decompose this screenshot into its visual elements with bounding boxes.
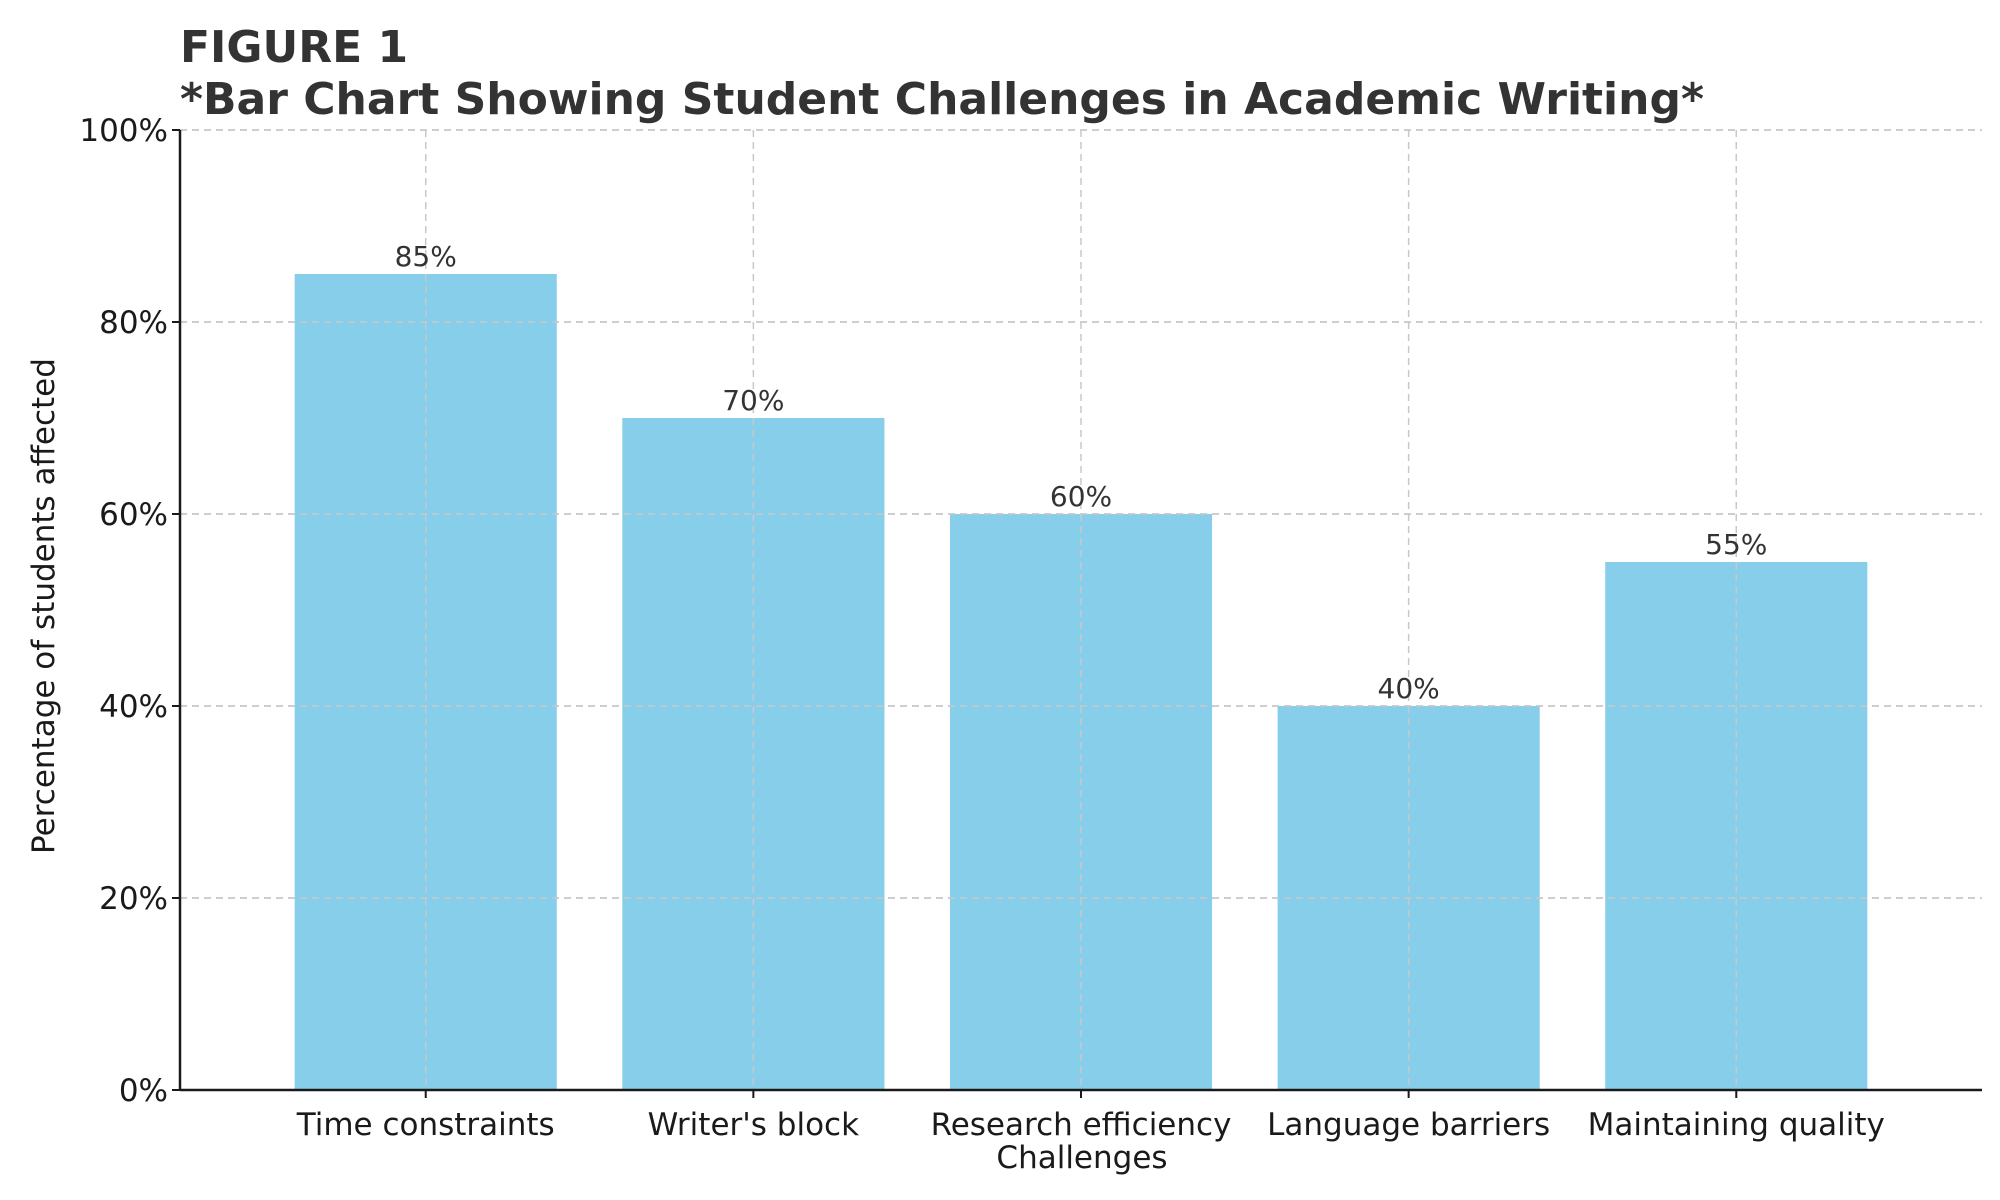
x-axis-label: Challenges [996,1140,1167,1176]
y-tick-label: 20% [99,881,168,917]
y-axis-label: Percentage of students affected [26,358,62,854]
x-tick-label: Time constraints [296,1107,555,1143]
y-tick-label: 60% [99,497,168,533]
chart-title: FIGURE 1 [180,22,408,73]
bar-data-label: 85% [395,240,457,273]
x-tick-label: Research efficiency [931,1107,1232,1143]
chart-subtitle: *Bar Chart Showing Student Challenges in… [180,74,1704,125]
bar-data-label: 55% [1705,528,1767,561]
y-tick-label: 0% [119,1073,168,1109]
bar-data-label: 60% [1050,480,1112,513]
x-tick-label: Maintaining quality [1588,1107,1885,1143]
y-tick-label: 80% [99,305,168,341]
y-tick-label: 40% [99,689,168,725]
x-tick-label: Writer's block [648,1107,859,1143]
bar-data-label: 40% [1378,672,1440,705]
bar-data-label: 70% [722,384,784,417]
y-tick-label: 100% [79,113,168,149]
tick-labels: 0% 20% 40% 60% 80% 100% Time constraints Writer… [79,113,1885,1143]
x-tick-label: Language barriers [1267,1107,1550,1143]
